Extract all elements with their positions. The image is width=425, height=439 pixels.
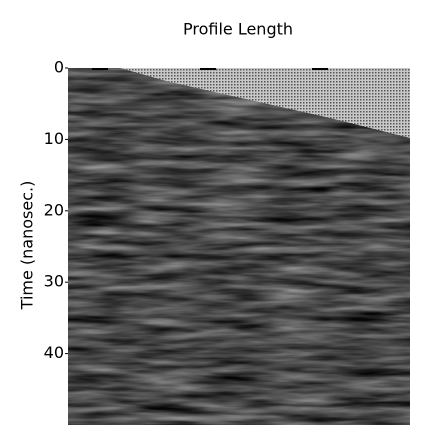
radargram — [68, 68, 410, 425]
y-tick-label: 40 — [44, 343, 64, 362]
image-texture — [68, 68, 410, 425]
y-tick-label: 30 — [44, 272, 64, 291]
chart-title: Profile Length — [183, 20, 293, 39]
y-axis-label: Time (nanosec.) — [18, 181, 37, 311]
y-tick-label: 0 — [54, 58, 64, 77]
air-region — [120, 68, 410, 138]
y-tick-label: 20 — [44, 200, 64, 219]
y-tick-label: 10 — [44, 129, 64, 148]
